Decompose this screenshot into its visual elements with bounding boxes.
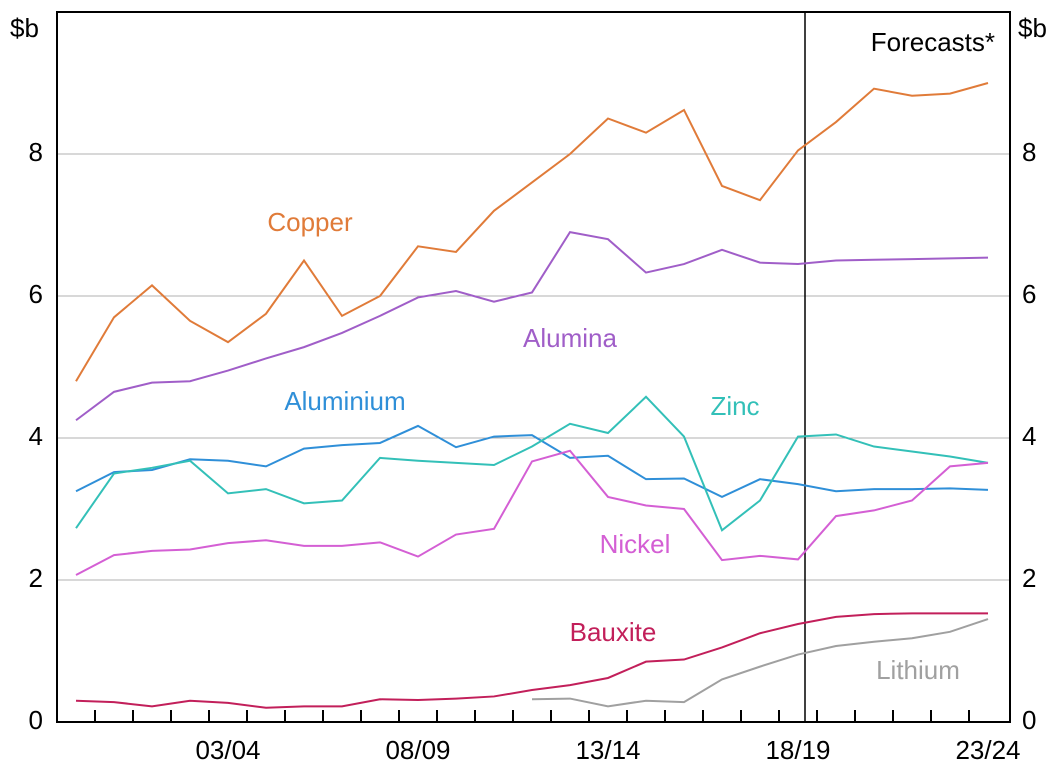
series-line	[75, 424, 989, 499]
y-unit-left: $b	[10, 13, 39, 43]
series-line	[75, 449, 989, 576]
series-label: Copper	[267, 207, 353, 237]
series-label: Lithium	[876, 655, 960, 685]
y-tick-label-right: 0	[1022, 705, 1036, 735]
annotation: Forecasts*	[871, 27, 995, 57]
y-unit-right: $b	[1018, 13, 1047, 43]
y-tick-label: 4	[29, 421, 43, 451]
x-tick-label: 03/04	[195, 735, 260, 765]
series-label: Zinc	[710, 391, 759, 421]
y-tick-label: 2	[29, 563, 43, 593]
series-label: Bauxite	[570, 617, 657, 647]
series-label: Alumina	[523, 323, 617, 353]
series-line	[531, 618, 989, 708]
x-tick-label: 23/24	[955, 735, 1020, 765]
series-line	[75, 230, 989, 422]
y-tick-label: 6	[29, 279, 43, 309]
series-label: Nickel	[600, 529, 671, 559]
y-tick-label-right: 2	[1022, 563, 1036, 593]
y-tick-label-right: 6	[1022, 279, 1036, 309]
plot-frame	[56, 11, 1011, 723]
series-label: Aluminium	[284, 386, 405, 416]
x-tick-label: 13/14	[575, 735, 640, 765]
y-tick-label-right: 8	[1022, 137, 1036, 167]
series-line	[75, 82, 989, 382]
y-tick-label-right: 4	[1022, 421, 1036, 451]
y-tick-label: 0	[29, 705, 43, 735]
x-tick-label: 08/09	[385, 735, 450, 765]
series-line	[75, 395, 989, 532]
x-tick-label: 18/19	[765, 735, 830, 765]
y-tick-label: 8	[29, 137, 43, 167]
series-line	[75, 612, 988, 709]
